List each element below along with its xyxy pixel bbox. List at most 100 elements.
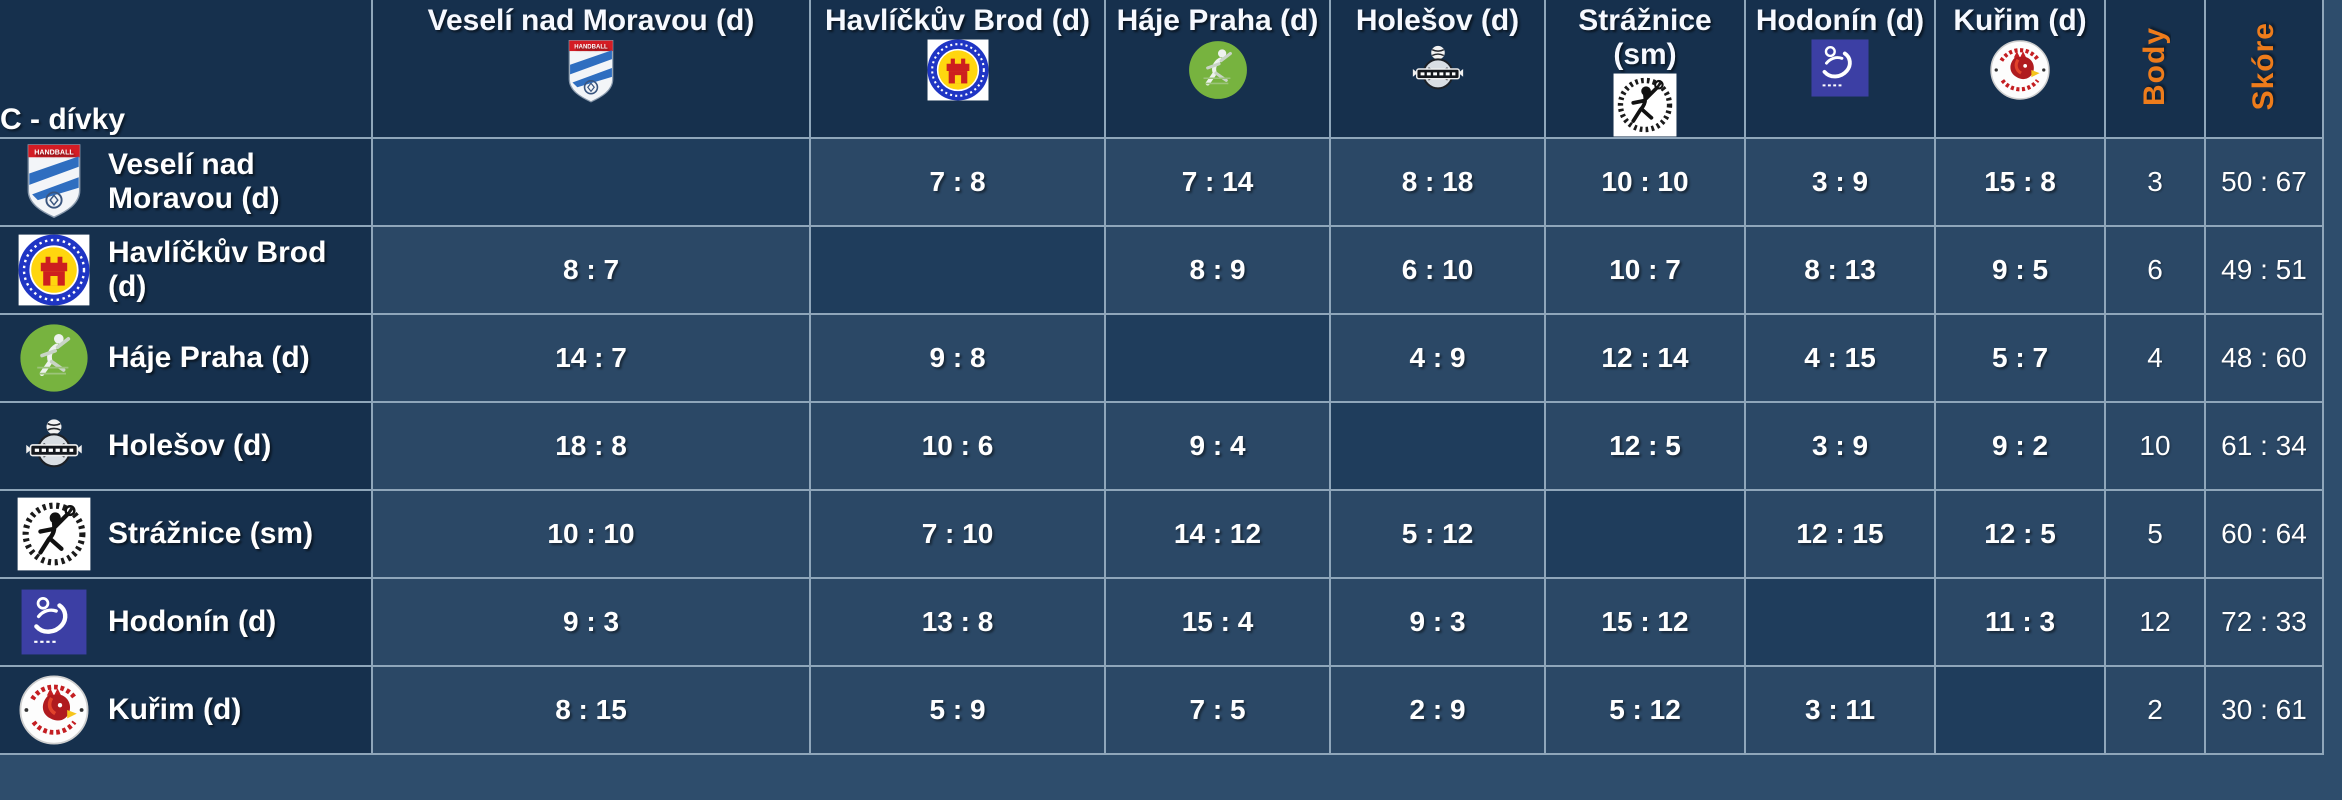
points-cell: 2 (2105, 666, 2206, 755)
havlickuv-brod-badge-logo-icon (0, 234, 108, 306)
result-cell: 9 : 4 (1105, 402, 1331, 491)
team-row-label: Strážnice (sm) (0, 490, 373, 579)
straznice-badge-logo-icon (0, 497, 108, 571)
team-row-label: Havlíčkův Brod (d) (0, 226, 373, 315)
result-cell: 9 : 3 (1330, 578, 1546, 667)
points-column-header: Body (2105, 0, 2206, 139)
result-cell: 5 : 9 (810, 666, 1106, 755)
result-cell: 6 : 10 (1330, 226, 1546, 315)
result-cell: 8 : 13 (1745, 226, 1936, 315)
result-cell: 12 : 14 (1545, 314, 1746, 403)
score-total-cell: 72 : 33 (2205, 578, 2324, 667)
team-column-header: Holešov (d) (1330, 0, 1546, 139)
team-column-header: Háje Praha (d) (1105, 0, 1331, 139)
result-cell (1935, 666, 2106, 755)
score-total-cell: 49 : 51 (2205, 226, 2324, 315)
points-cell: 5 (2105, 490, 2206, 579)
team-row-name: Veselí nad Moravou (d) (108, 148, 280, 215)
result-cell: 9 : 5 (1935, 226, 2106, 315)
result-cell: 10 : 10 (1545, 138, 1746, 227)
score-column-header: Skóre (2205, 0, 2324, 139)
team-row-label: Háje Praha (d) (0, 314, 373, 403)
team-column-name: Kuřim (d) (1953, 4, 2087, 37)
result-cell: 15 : 4 (1105, 578, 1331, 667)
result-cell (1105, 314, 1331, 403)
holesov-badge-logo-icon (1409, 39, 1467, 101)
result-cell: 5 : 7 (1935, 314, 2106, 403)
result-cell (1330, 402, 1546, 491)
team-row-label: Holešov (d) (0, 402, 373, 491)
points-cell: 10 (2105, 402, 2206, 491)
result-cell: 9 : 3 (372, 578, 811, 667)
result-cell (810, 226, 1106, 315)
team-column-name: Hodonín (d) (1755, 4, 1925, 37)
score-total-cell: 60 : 64 (2205, 490, 2324, 579)
team-column-name: Holešov (d) (1355, 4, 1520, 37)
result-cell: 14 : 12 (1105, 490, 1331, 579)
points-cell: 3 (2105, 138, 2206, 227)
points-cell: 12 (2105, 578, 2206, 667)
score-total-cell: 50 : 67 (2205, 138, 2324, 227)
result-cell: 7 : 8 (810, 138, 1106, 227)
svg-text:HANDBALL: HANDBALL (34, 148, 74, 156)
result-cell: 10 : 7 (1545, 226, 1746, 315)
haje-praha-badge-logo-icon (0, 322, 108, 394)
team-row-name: Hodonín (d) (108, 605, 277, 638)
result-cell: 8 : 9 (1105, 226, 1331, 315)
result-cell: 8 : 15 (372, 666, 811, 755)
points-cell: 4 (2105, 314, 2206, 403)
result-cell: 15 : 12 (1545, 578, 1746, 667)
team-column-name: Strážnice (sm) (1578, 4, 1712, 71)
result-cell: 14 : 7 (372, 314, 811, 403)
result-cell: 2 : 9 (1330, 666, 1546, 755)
team-row-name: Havlíčkův Brod (d) (108, 236, 327, 303)
result-cell: 9 : 2 (1935, 402, 2106, 491)
team-column-header: Havlíčkův Brod (d) (810, 0, 1106, 139)
kurim-badge-logo-icon (0, 674, 108, 746)
veseli-nad-moravou-shield-logo-icon: HANDBALL (0, 143, 108, 221)
team-column-header: Kuřim (d) (1935, 0, 2106, 139)
points-cell: 6 (2105, 226, 2206, 315)
team-row-label: HANDBALL Veselí nad Moravou (d) (0, 138, 373, 227)
result-cell: 12 : 15 (1745, 490, 1936, 579)
result-cell: 10 : 10 (372, 490, 811, 579)
result-cell: 8 : 18 (1330, 138, 1546, 227)
result-cell: 3 : 9 (1745, 402, 1936, 491)
hodonin-badge-logo-icon (0, 589, 108, 655)
result-cell: 12 : 5 (1935, 490, 2106, 579)
result-cell: 5 : 12 (1330, 490, 1546, 579)
veseli-nad-moravou-shield-logo-icon: HANDBALL (566, 39, 616, 105)
team-row-name: Háje Praha (d) (108, 341, 310, 374)
score-total-cell: 30 : 61 (2205, 666, 2324, 755)
haje-praha-badge-logo-icon (1187, 39, 1249, 101)
team-row-label: Kuřim (d) (0, 666, 373, 755)
hodonin-badge-logo-icon (1811, 39, 1869, 97)
result-cell: 7 : 10 (810, 490, 1106, 579)
team-column-header: Veselí nad Moravou (d) HANDBALL (372, 0, 811, 139)
result-cell: 7 : 14 (1105, 138, 1331, 227)
result-cell: 15 : 8 (1935, 138, 2106, 227)
result-cell: 11 : 3 (1935, 578, 2106, 667)
result-cell: 4 : 9 (1330, 314, 1546, 403)
score-total-cell: 61 : 34 (2205, 402, 2324, 491)
result-cell: 9 : 8 (810, 314, 1106, 403)
team-row-name: Strážnice (sm) (108, 517, 314, 550)
result-cell: 4 : 15 (1745, 314, 1936, 403)
svg-text:HANDBALL: HANDBALL (574, 45, 608, 51)
result-cell: 13 : 8 (810, 578, 1106, 667)
kurim-badge-logo-icon (1989, 39, 2051, 101)
result-cell: 5 : 12 (1545, 666, 1746, 755)
team-column-name: Veselí nad Moravou (d) (427, 4, 755, 37)
result-cell: 10 : 6 (810, 402, 1106, 491)
result-cell: 3 : 11 (1745, 666, 1936, 755)
crosstable-standings: C - dívky Veselí nad Moravou (d) HANDBAL… (0, 0, 2324, 755)
team-column-header: Hodonín (d) (1745, 0, 1936, 139)
team-column-name: Havlíčkův Brod (d) (824, 4, 1091, 37)
team-row-name: Holešov (d) (108, 429, 272, 462)
